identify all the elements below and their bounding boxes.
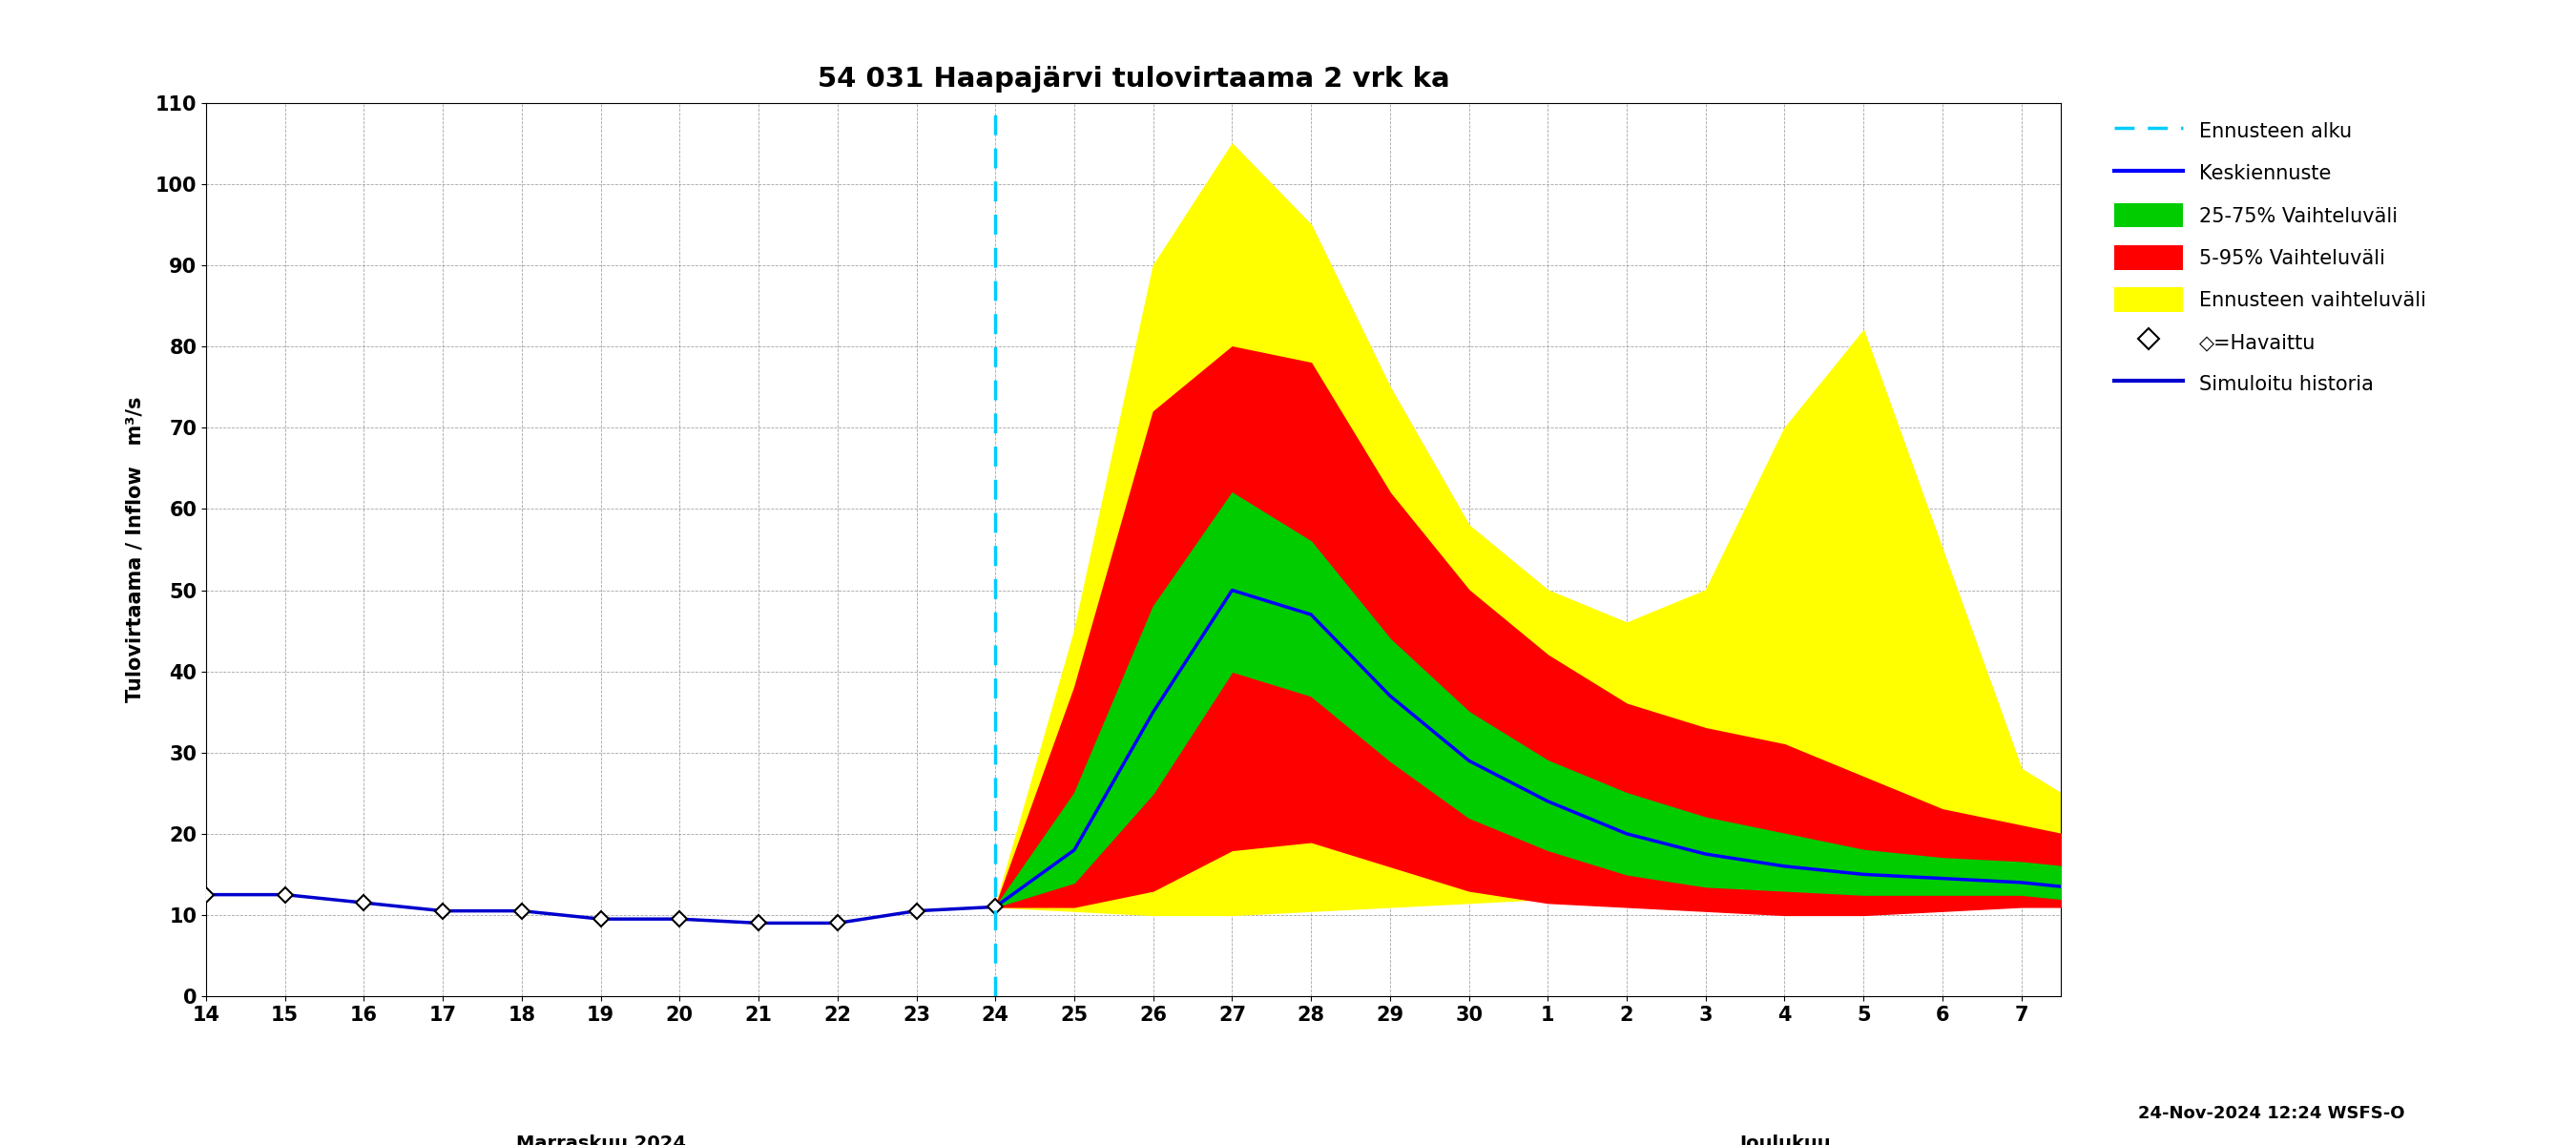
Title: 54 031 Haapajärvi tulovirtaama 2 vrk ka: 54 031 Haapajärvi tulovirtaama 2 vrk ka bbox=[817, 66, 1450, 93]
Legend: Ennusteen alku, Keskiennuste, 25-75% Vaihteluväli, 5-95% Vaihteluväli, Ennusteen: Ennusteen alku, Keskiennuste, 25-75% Vai… bbox=[2107, 113, 2432, 402]
Text: Marraskuu 2024
November: Marraskuu 2024 November bbox=[515, 1135, 685, 1145]
Text: Joulukuu
December: Joulukuu December bbox=[1731, 1135, 1837, 1145]
Y-axis label: Tulovirtaama / Inflow   m³/s: Tulovirtaama / Inflow m³/s bbox=[126, 396, 144, 703]
Text: 24-Nov-2024 12:24 WSFS-O: 24-Nov-2024 12:24 WSFS-O bbox=[2138, 1105, 2406, 1122]
